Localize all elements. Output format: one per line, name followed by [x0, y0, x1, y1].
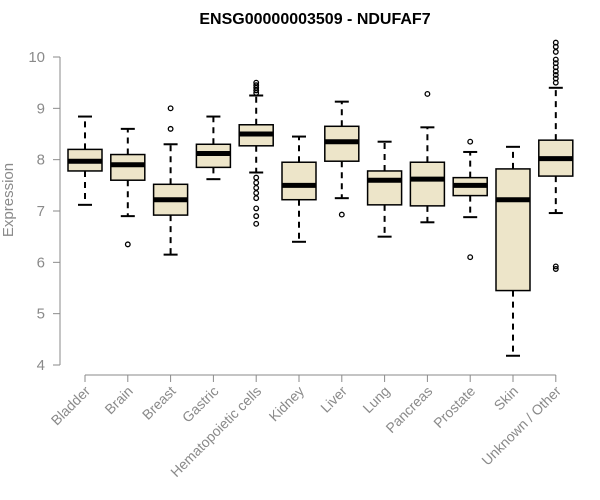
box — [110, 153, 146, 181]
box — [409, 161, 446, 207]
y-axis-label: Expression — [0, 163, 17, 237]
y-tick-label: 10 — [28, 49, 45, 66]
box-group — [67, 115, 103, 206]
x-tick-label: Unknown / Other — [478, 383, 564, 469]
outlier-point — [552, 60, 559, 67]
outlier-point — [424, 91, 431, 97]
outlier-point — [253, 190, 260, 196]
outlier-point — [253, 79, 260, 86]
x-tick-label: Gastric — [179, 383, 222, 426]
box — [495, 168, 531, 292]
outlier-point — [253, 205, 260, 212]
box-group — [495, 145, 531, 357]
y-tick-label: 9 — [37, 100, 45, 117]
outlier-point — [253, 174, 260, 181]
outlier-point — [167, 105, 174, 112]
x-tick-label: Kidney — [266, 383, 308, 425]
box-group — [452, 138, 488, 261]
y-tick-label: 7 — [37, 203, 45, 220]
box-group — [366, 140, 403, 238]
y-axis: 4 5 6 7 8 9 10 — [28, 49, 61, 374]
outlier-point — [253, 82, 260, 89]
x-tick-label: Bladder — [48, 383, 94, 429]
outlier-point — [253, 179, 260, 186]
box-group — [281, 135, 317, 243]
outlier-point — [552, 263, 559, 270]
x-tick-label: Prostate — [430, 383, 478, 431]
box-group — [195, 115, 232, 181]
x-tick-label: Skin — [491, 383, 522, 414]
outlier-point — [253, 213, 260, 220]
outlier-point — [124, 241, 131, 248]
chart-title: ENSG00000003509 - NDUFAF7 — [199, 11, 430, 28]
y-tick-label: 4 — [37, 357, 45, 374]
box-group — [238, 79, 274, 227]
outlier-point — [552, 72, 559, 78]
outlier-point — [253, 184, 260, 191]
outlier-point — [338, 211, 345, 218]
outlier-point — [467, 138, 474, 145]
y-tick-label: 8 — [37, 152, 45, 169]
x-tick-label: Liver — [317, 383, 350, 416]
box-group — [110, 127, 146, 248]
outlier-point — [253, 195, 260, 202]
x-tick-label: Brain — [101, 383, 135, 417]
outlier-point — [552, 266, 559, 272]
box-group — [324, 100, 360, 218]
x-tick-label: Breast — [139, 383, 179, 423]
outlier-point — [253, 220, 260, 227]
x-tick-label: Pancreas — [382, 383, 435, 436]
box — [366, 170, 403, 206]
outlier-point — [552, 48, 559, 55]
outlier-point — [552, 39, 559, 46]
box-series — [67, 39, 574, 357]
outlier-point — [552, 75, 559, 82]
box-group — [538, 39, 574, 272]
y-tick-label: 5 — [37, 306, 45, 323]
x-tick-label: Lung — [359, 383, 392, 416]
outlier-point — [167, 125, 174, 132]
box-group — [152, 105, 189, 256]
box — [281, 161, 317, 201]
outlier-point — [552, 56, 559, 63]
box-group — [409, 91, 446, 224]
outlier-point — [467, 254, 474, 261]
y-tick-label: 6 — [37, 254, 45, 271]
